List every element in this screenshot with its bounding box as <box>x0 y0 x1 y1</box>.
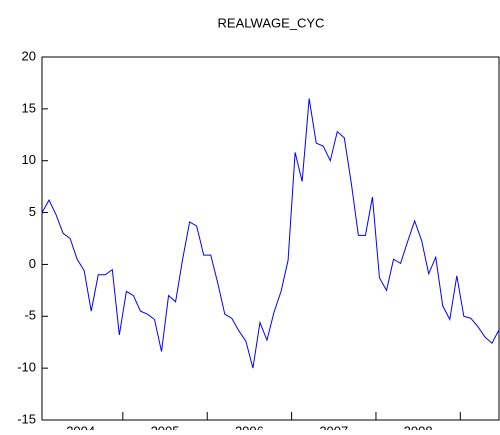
y-tick-label: 15 <box>22 100 36 115</box>
y-tick-label: -15 <box>17 411 36 426</box>
x-tick-label: 2004 <box>66 423 95 430</box>
series-line <box>41 98 500 369</box>
y-tick-label: 5 <box>29 204 36 219</box>
y-tick-label: 0 <box>29 256 36 271</box>
x-tick-label: 2008 <box>404 423 433 430</box>
y-tick-label: 10 <box>22 152 36 167</box>
x-tick-label: 2005 <box>151 423 180 430</box>
x-tick-label: 2006 <box>235 423 264 430</box>
y-tick-label: 20 <box>22 48 36 63</box>
y-tick-label: -10 <box>17 360 36 375</box>
x-tick-label: 2007 <box>319 423 348 430</box>
plot-frame <box>41 56 500 421</box>
chart-title: REALWAGE_CYC <box>218 15 325 30</box>
y-tick-label: -5 <box>24 308 36 323</box>
